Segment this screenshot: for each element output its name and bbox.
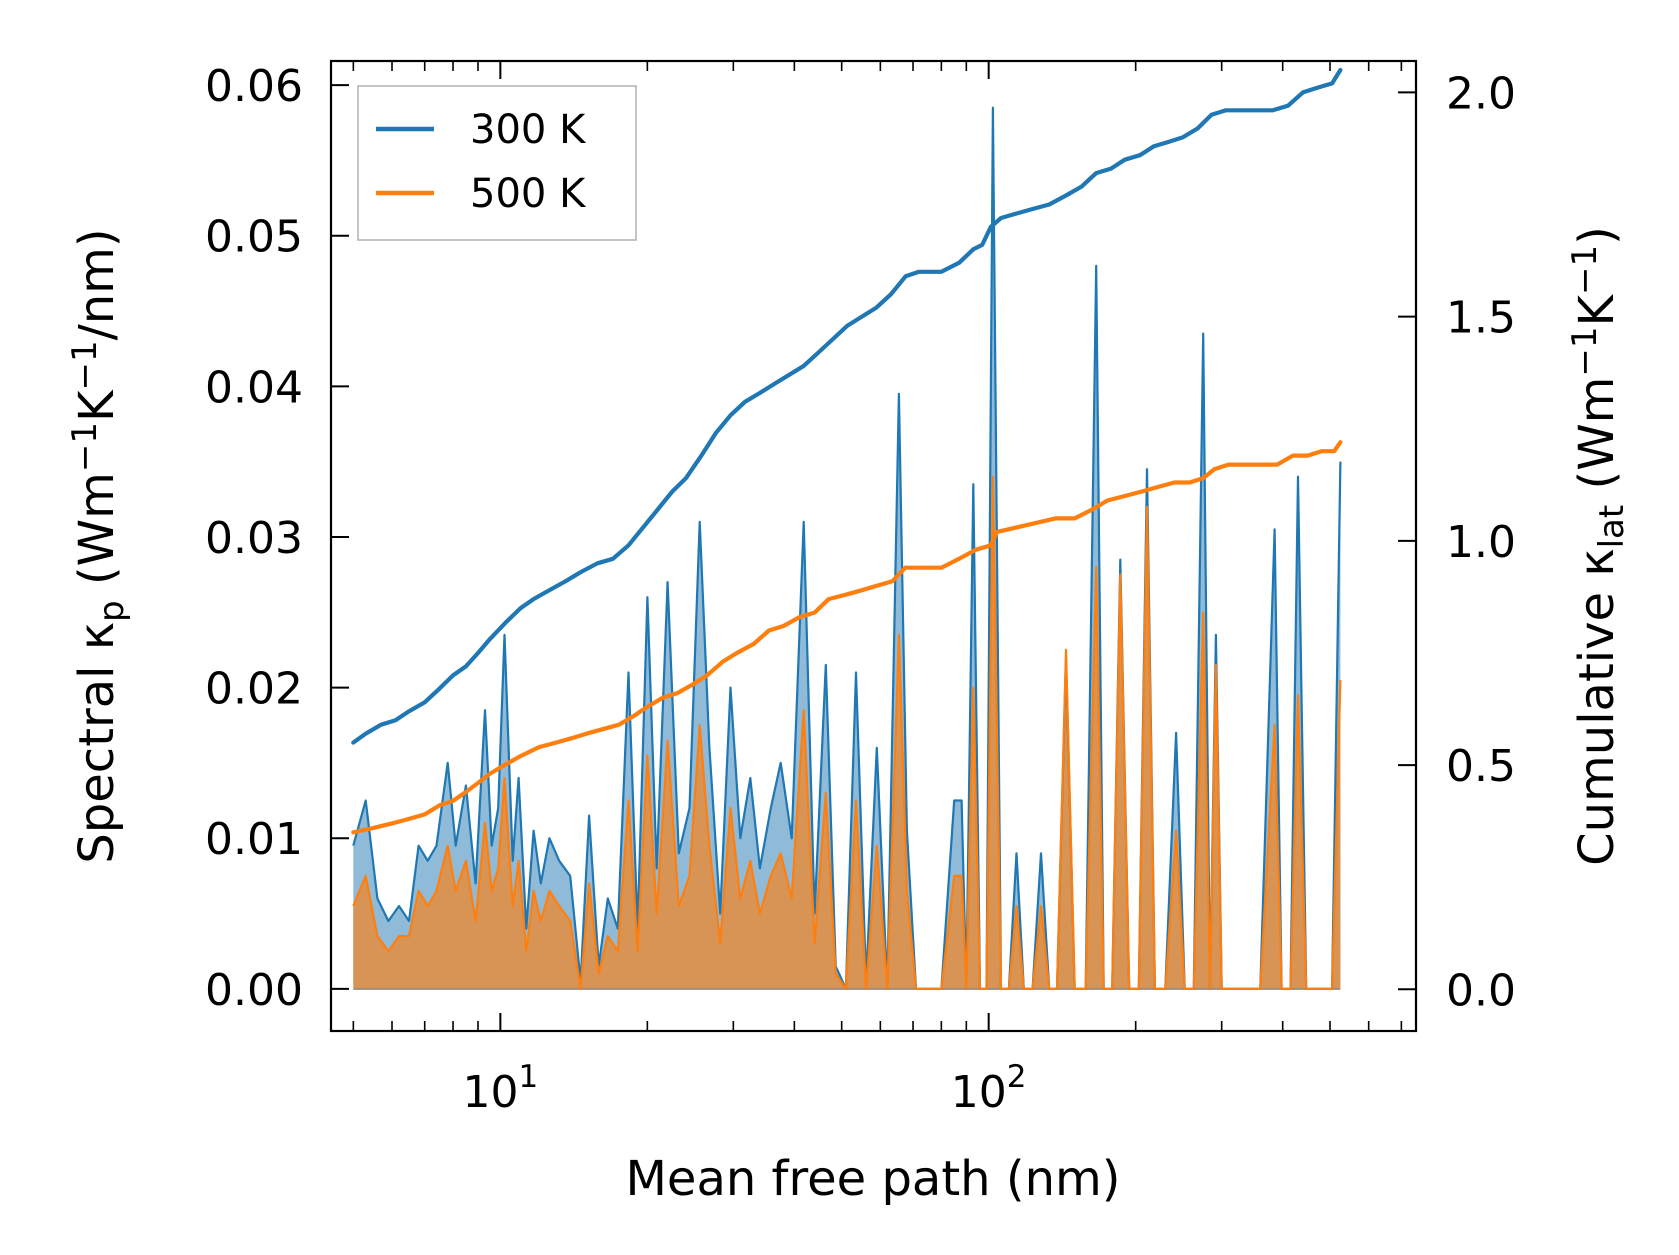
y-axis-label-right: Cumulative κlat (Wm−1K−1) bbox=[1565, 226, 1632, 866]
cumulative-lines bbox=[351, 67, 1343, 835]
legend-box bbox=[357, 85, 637, 241]
legend: 300 K 500 K bbox=[357, 85, 637, 241]
y-left-sup2: −1 bbox=[65, 340, 105, 390]
y-left-tick-label: 0.03 bbox=[205, 513, 303, 564]
y-right-units-mid: K bbox=[1569, 293, 1625, 326]
y-left-tick-label: 0.06 bbox=[205, 61, 303, 112]
y-right-tick-label: 1.5 bbox=[1446, 293, 1516, 344]
y-left-tick-label: 0.05 bbox=[205, 212, 303, 263]
cumulative-line-500k bbox=[351, 440, 1343, 835]
x-tick-label-base: 10 bbox=[462, 1067, 518, 1118]
y-left-tick-label: 0.04 bbox=[205, 362, 303, 413]
y-left-tick-label: 0.00 bbox=[205, 965, 303, 1016]
y-left-tick-label: 0.01 bbox=[205, 814, 303, 865]
x-tick-label: 102 bbox=[951, 1059, 1027, 1118]
y-right-tick-label: 1.0 bbox=[1446, 517, 1516, 568]
y-right-main: Cumulative κ bbox=[1569, 548, 1625, 866]
plot-frame bbox=[329, 59, 1418, 1033]
y-left-units-close: /nm) bbox=[69, 228, 125, 340]
y-left-units-mid: K bbox=[69, 389, 125, 422]
y-left-tick-label: 0.02 bbox=[205, 664, 303, 715]
x-tick-label-base: 10 bbox=[951, 1067, 1007, 1118]
y-right-sup1: −1 bbox=[1565, 326, 1605, 376]
x-tick-label-exp: 1 bbox=[518, 1059, 538, 1095]
axis-ticks bbox=[331, 61, 1416, 1031]
y-right-units-close: ) bbox=[1569, 226, 1625, 245]
y-left-units-open: (Wm bbox=[69, 472, 125, 600]
y-right-tick-label: 0.0 bbox=[1446, 965, 1516, 1016]
tick-labels: 0.00 0.01 0.02 0.03 0.04 0.05 0.06 0.0 0.5 1.0 1.5… bbox=[205, 61, 1516, 1118]
spectral-line-500k bbox=[352, 475, 1342, 990]
legend-label-300k: 300 K bbox=[470, 107, 587, 153]
spectral-line-300k bbox=[352, 106, 1342, 990]
y-right-units-open: (Wm bbox=[1569, 377, 1625, 505]
x-tick-label: 101 bbox=[462, 1059, 538, 1118]
y-right-tick-label: 0.5 bbox=[1446, 741, 1516, 792]
spectral-area-500k bbox=[353, 476, 1341, 989]
y-right-sup2: −1 bbox=[1565, 245, 1605, 295]
y-left-main: Spectral κ bbox=[69, 622, 125, 864]
legend-label-500k: 500 K bbox=[470, 171, 587, 217]
y-axis-label-left: Spectral κp (Wm−1K−1/nm) bbox=[65, 228, 132, 863]
x-axis-label: Mean free path (nm) bbox=[626, 1151, 1121, 1207]
x-tick-label-exp: 2 bbox=[1007, 1059, 1027, 1095]
y-left-sub: p bbox=[92, 600, 132, 622]
cumulative-line-300k bbox=[351, 67, 1343, 745]
y-right-sub: lat bbox=[1592, 505, 1632, 549]
y-right-tick-label: 2.0 bbox=[1446, 68, 1516, 119]
y-left-sup1: −1 bbox=[65, 422, 105, 472]
spectral-lines bbox=[352, 106, 1342, 990]
